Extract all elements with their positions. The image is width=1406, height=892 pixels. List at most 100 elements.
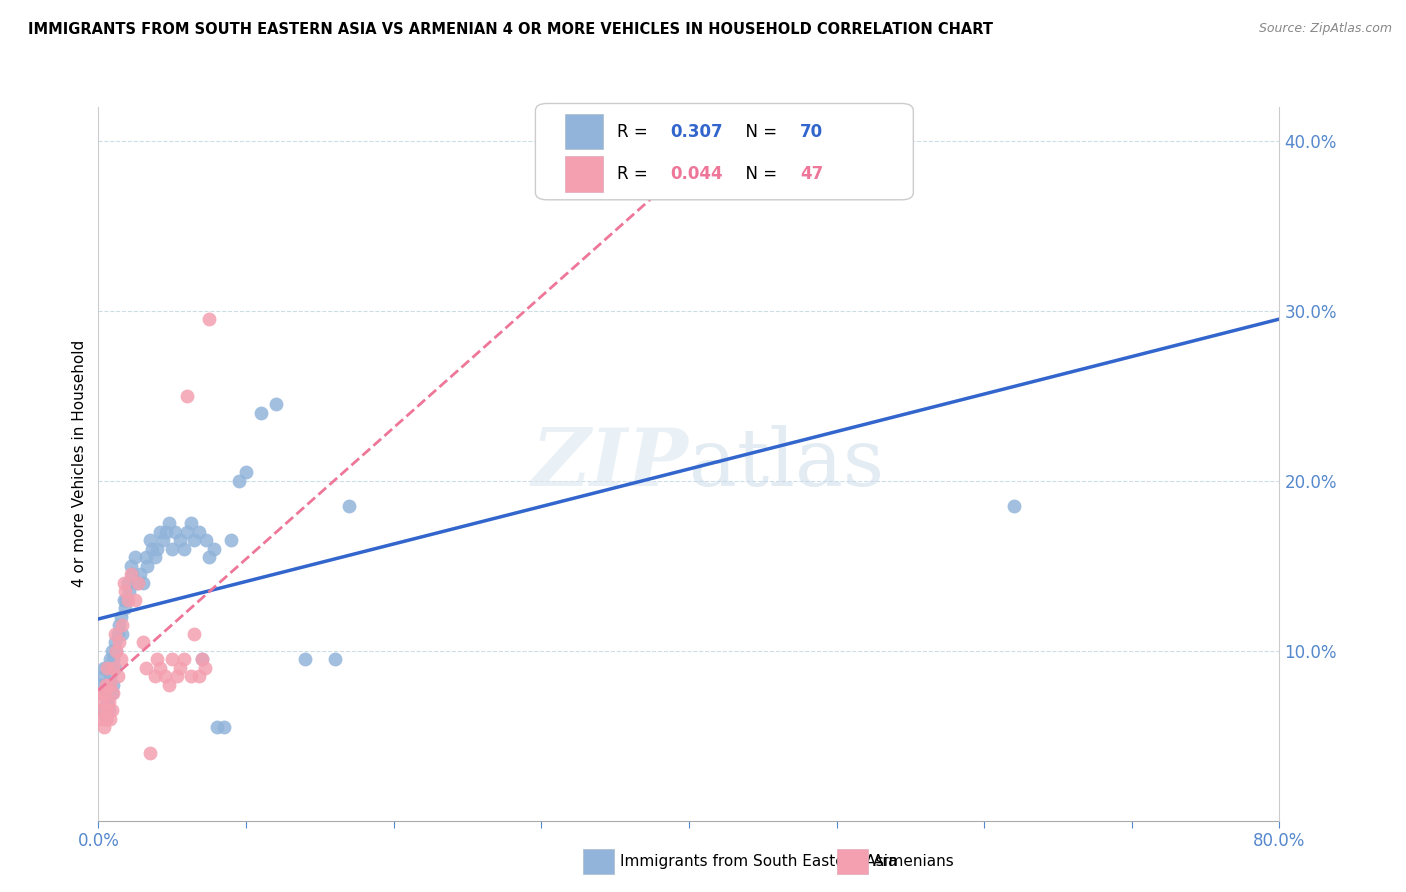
Point [107,669,129,683]
Text: atlas: atlas [689,425,884,503]
Point [110,652,132,666]
Point [90,712,112,726]
Point [162,541,183,556]
Point [187,524,209,539]
Point [90,686,112,700]
Point [235,466,257,480]
Point [149,524,172,539]
Text: Source: ZipAtlas.com: Source: ZipAtlas.com [1258,22,1392,36]
Point [146,652,169,666]
Point [111,626,134,640]
Point [195,533,218,548]
Point [198,550,221,565]
Point [205,720,228,734]
Point [100,686,122,700]
Point [96,661,118,675]
Point [93,686,115,700]
Point [105,644,128,658]
Text: R =: R = [617,165,652,184]
Point [183,533,205,548]
Point [91,669,114,683]
Y-axis label: 4 or more Vehicles in Household: 4 or more Vehicles in Household [72,340,87,588]
Point [100,703,122,717]
Point [103,686,125,700]
Point [183,626,205,640]
Point [128,567,150,582]
Point [141,541,163,556]
Point [323,652,346,666]
Point [104,626,127,640]
Point [139,746,162,760]
Point [1002,500,1025,514]
Point [93,720,115,734]
Point [124,592,146,607]
Point [114,601,136,615]
Point [191,652,214,666]
Point [124,550,146,565]
Text: 0.307: 0.307 [671,123,723,141]
Point [176,389,198,403]
Point [146,541,169,556]
Point [219,533,242,548]
Point [152,533,174,548]
Point [157,678,180,692]
Point [127,575,149,590]
Point [180,669,202,683]
Point [98,712,121,726]
Point [165,524,187,539]
Point [98,678,121,692]
Point [264,397,287,411]
Point [194,661,217,675]
Point [96,703,118,717]
Point [120,558,142,573]
Point [250,406,273,420]
Text: 70: 70 [800,123,823,141]
Point [143,550,166,565]
Point [169,533,191,548]
Point [162,652,183,666]
Point [121,567,143,582]
Point [97,695,120,709]
Point [228,474,250,488]
Bar [565,114,603,150]
Point [98,669,121,683]
Text: N =: N = [735,165,782,184]
Point [97,678,120,692]
Point [103,678,125,692]
Point [149,661,172,675]
Point [90,703,112,717]
Point [169,661,191,675]
Point [180,516,202,531]
Point [117,575,139,590]
Point [166,669,188,683]
Point [94,678,117,692]
Point [120,567,142,582]
Point [132,635,155,649]
Point [118,584,141,599]
Point [100,644,122,658]
Bar [565,156,603,192]
Point [135,661,157,675]
Point [96,661,118,675]
Text: IMMIGRANTS FROM SOUTH EASTERN ASIA VS ARMENIAN 4 OR MORE VEHICLES IN HOUSEHOLD C: IMMIGRANTS FROM SOUTH EASTERN ASIA VS AR… [28,22,993,37]
Point [132,575,155,590]
Point [91,695,114,709]
Point [125,575,148,590]
Text: 0.044: 0.044 [671,165,723,184]
Point [104,635,127,649]
Point [117,592,139,607]
Point [112,592,135,607]
Point [339,500,360,514]
Point [94,712,117,726]
Point [97,703,120,717]
Point [111,618,134,632]
Point [198,312,221,326]
Text: N =: N = [735,123,782,141]
Point [155,524,177,539]
Point [136,558,159,573]
Point [94,712,117,726]
Point [96,695,118,709]
Point [94,678,117,692]
Point [93,703,115,717]
Point [98,652,121,666]
